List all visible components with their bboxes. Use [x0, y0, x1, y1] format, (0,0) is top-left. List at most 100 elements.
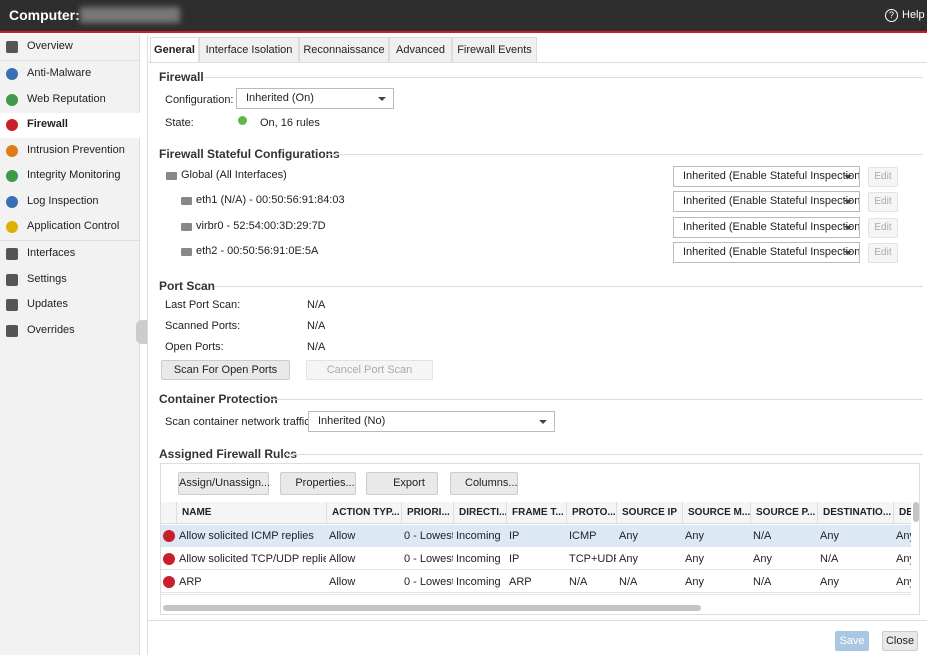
cell: Any	[619, 553, 638, 565]
nav-icon	[6, 145, 18, 157]
nav-icon	[6, 221, 18, 233]
toolbar-button[interactable]: Properties...	[280, 472, 356, 495]
cell: ARP	[179, 576, 202, 588]
column-header[interactable]: SOURCE IP	[616, 502, 682, 524]
cancel-button: Cancel Port Scan	[306, 360, 433, 380]
cell: 0 - Lowest	[404, 553, 453, 565]
nav-item[interactable]: Firewall	[27, 118, 68, 130]
cell: Any	[820, 530, 839, 542]
nav-item[interactable]: Web Reputation	[27, 93, 106, 105]
save-button: Save	[835, 631, 869, 651]
help-icon[interactable]: ?	[885, 9, 898, 22]
cell: IP	[509, 530, 520, 542]
stateful-select[interactable]: Inherited (Enable Stateful Inspection)	[673, 242, 860, 263]
cell: ARP	[509, 576, 532, 588]
tab[interactable]: Interface Isolation	[199, 37, 299, 63]
cell: Incoming	[456, 553, 501, 565]
tab[interactable]: Reconnaissance	[299, 37, 389, 63]
cell: Allow	[329, 553, 356, 565]
nav-icon	[6, 196, 18, 208]
column-header[interactable]: ACTION TYP...	[326, 502, 401, 524]
column-header[interactable]: NAME	[176, 502, 326, 524]
tab[interactable]: Firewall Events	[452, 37, 537, 63]
footer-line	[148, 620, 927, 621]
cell: Any	[896, 576, 911, 588]
row-bg[interactable]	[161, 548, 911, 570]
column-header[interactable]: DESTINATIO...	[817, 502, 893, 524]
active-bg	[0, 113, 140, 138]
cell: Any	[685, 576, 704, 588]
stateful-select[interactable]: Inherited (Enable Stateful Inspection)	[673, 217, 860, 238]
label: Configuration:	[165, 94, 234, 106]
cell: 0 - Lowest	[404, 530, 453, 542]
section-title: Firewall Stateful Configurations	[159, 147, 340, 161]
toolbar-button[interactable]: Assign/Unassign...	[178, 472, 270, 495]
edit-button: Edit	[868, 167, 898, 187]
v-scrollbar[interactable]	[913, 502, 919, 522]
cell: Any	[619, 530, 638, 542]
column-header[interactable]: FRAME T...	[506, 502, 566, 524]
port-label: Scanned Ports:	[165, 320, 241, 332]
nav-item[interactable]: Anti-Malware	[27, 67, 92, 79]
column-header[interactable]: PRIORI...	[401, 502, 453, 524]
nav-item[interactable]: Application Control	[27, 220, 120, 232]
scan-button[interactable]: Scan For Open Ports	[161, 360, 290, 380]
section-title: Port Scan	[159, 279, 216, 293]
cell: Allow solicited ICMP replies	[179, 530, 314, 542]
nav-item[interactable]: Overrides	[27, 324, 75, 336]
tab-line	[148, 62, 927, 63]
content	[147, 35, 927, 655]
interface-label: Global (All Interfaces)	[181, 169, 287, 181]
divider	[325, 154, 923, 155]
row-bg[interactable]	[161, 525, 911, 547]
cell: Allow	[329, 530, 356, 542]
column-header[interactable]: SOURCE M...	[682, 502, 750, 524]
help-link[interactable]: Help	[902, 9, 925, 21]
nav-item[interactable]: Intrusion Prevention	[27, 144, 125, 156]
column-header[interactable]: PROTO...	[566, 502, 616, 524]
divider	[203, 77, 923, 78]
row-bg[interactable]	[161, 571, 911, 593]
cell: TCP+UDP	[569, 553, 616, 565]
nav-item[interactable]: Interfaces	[27, 247, 76, 259]
nav-item[interactable]: Updates	[27, 298, 68, 310]
interface-label: eth2 - 00:50:56:91:0E:5A	[196, 245, 319, 257]
tab[interactable]: Advanced	[389, 37, 452, 63]
nav-item[interactable]: Integrity Monitoring	[27, 169, 121, 181]
stateful-select[interactable]: Inherited (Enable Stateful Inspection)	[673, 166, 860, 187]
nav-icon	[6, 274, 18, 286]
tab[interactable]: General	[150, 37, 199, 63]
collapse-handle[interactable]	[136, 320, 148, 344]
section-title: Container Protection	[159, 392, 278, 406]
row-bg	[161, 594, 911, 606]
close-button[interactable]: Close	[882, 631, 918, 651]
nav-item[interactable]: Log Inspection	[27, 195, 99, 207]
column-header[interactable]: SOURCE P...	[750, 502, 817, 524]
column-header[interactable]: DIRECTI...	[453, 502, 506, 524]
h-scrollbar[interactable]	[163, 605, 701, 611]
stateful-select[interactable]: Inherited (Enable Stateful Inspection)	[673, 191, 860, 212]
toolbar-button[interactable]: Columns...	[450, 472, 518, 495]
nav-item[interactable]: Overview	[27, 40, 73, 52]
column-header[interactable]: DE	[893, 502, 911, 524]
header-title: Computer:	[9, 7, 80, 23]
nav-item[interactable]: Settings	[27, 273, 67, 285]
status-dot	[238, 116, 247, 125]
sidebar: Overview Anti-Malware Web Reputation Firewa…	[0, 35, 140, 655]
config-select[interactable]: Inherited (On)	[236, 88, 394, 109]
nav-icon	[6, 248, 18, 260]
nav-icon	[6, 68, 18, 80]
cell: N/A	[753, 576, 772, 588]
rule-icon	[163, 576, 175, 588]
cell: Any	[896, 530, 911, 542]
cell: N/A	[619, 576, 638, 588]
interface-icon	[181, 223, 192, 231]
divider	[0, 240, 140, 241]
cell: Any	[685, 530, 704, 542]
toolbar-button[interactable]: Export	[366, 472, 438, 495]
divider	[0, 60, 140, 61]
label: Scan container network traffic:	[165, 416, 313, 428]
container-select[interactable]: Inherited (No)	[308, 411, 555, 432]
port-value: N/A	[307, 299, 326, 311]
